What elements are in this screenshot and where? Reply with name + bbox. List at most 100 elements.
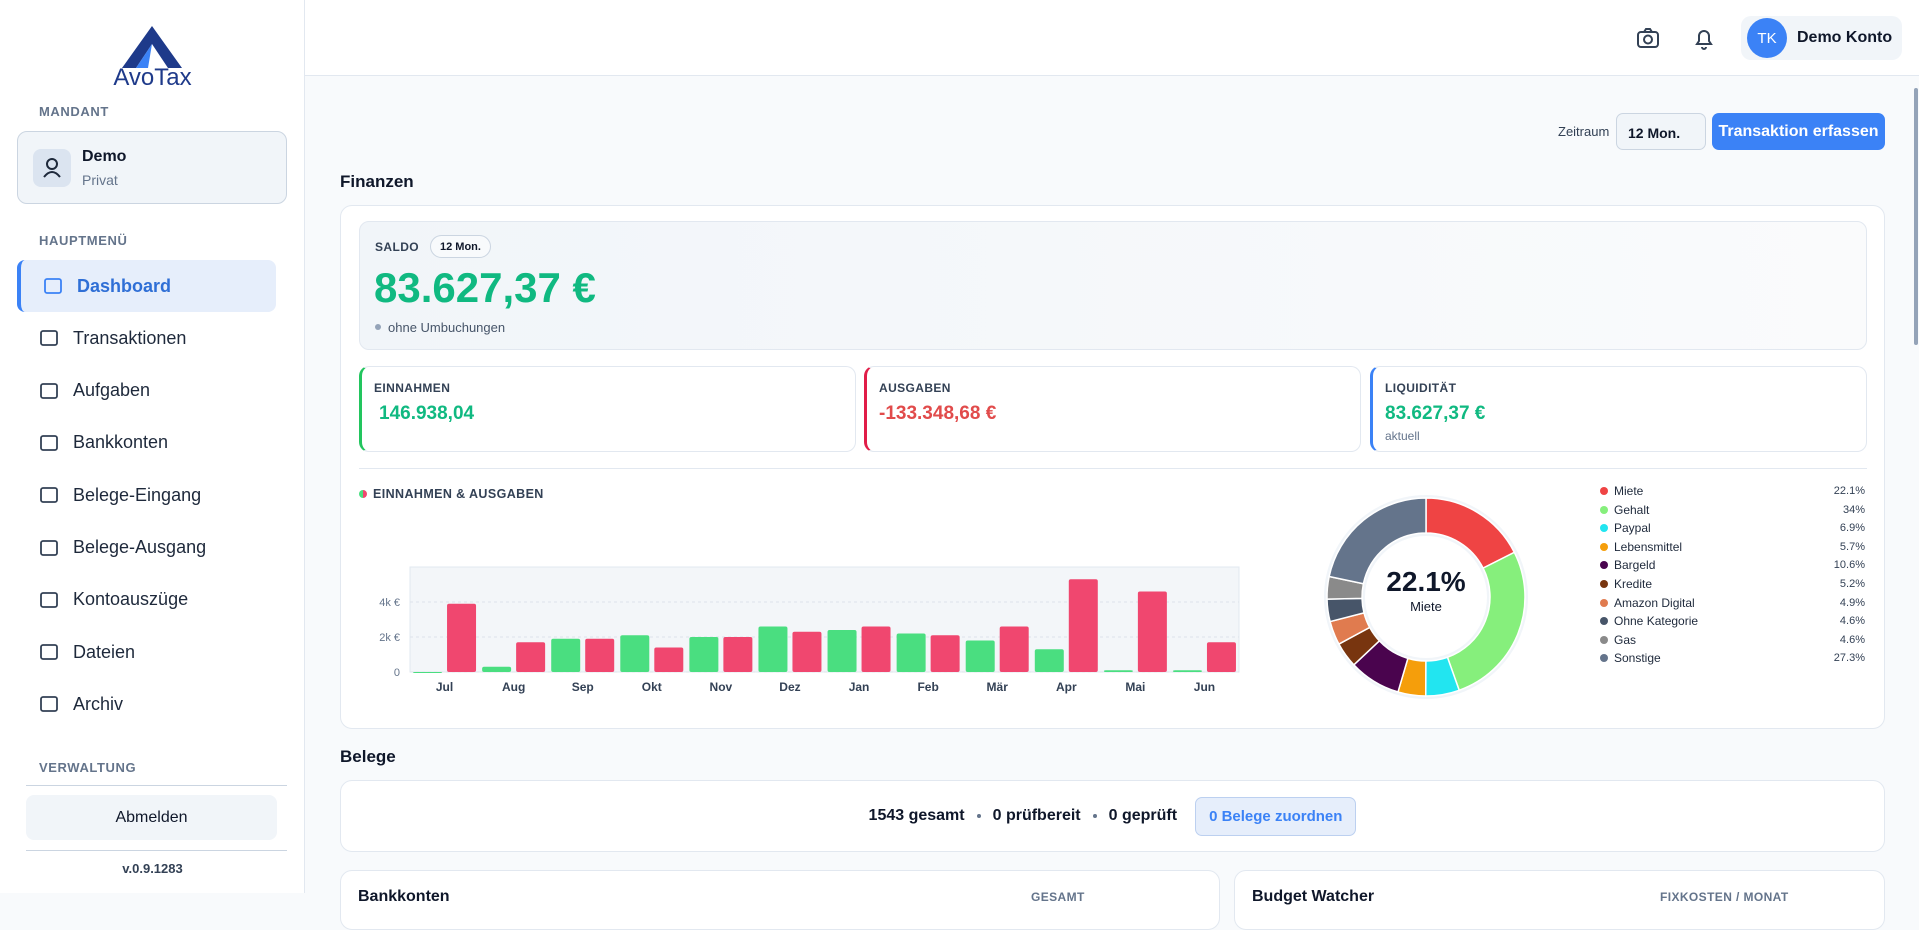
bar [654,647,684,672]
nav-item[interactable]: Archiv [17,678,276,730]
card-title: Budget Watcher [1252,888,1375,905]
bar [1206,642,1236,672]
y-tick-label: 0 [394,667,400,679]
saldo-value: 83.627,37 € [374,264,596,311]
saldo-box: SALDO 12 Mon. 83.627,37 € ohne Umbuchung… [359,221,1867,350]
kpi-label: AUSGABEN [879,381,951,395]
legend-value: 22.1% [1833,485,1865,497]
bank-card: Bankkonten GESAMT [340,870,1220,930]
stat: 0 geprüft [1108,807,1178,824]
period-select[interactable]: 12 Mon. [1616,113,1706,150]
bar [758,626,788,672]
nav-label: Dashboard [77,275,172,296]
bar [689,637,719,672]
legend-swatch [1600,598,1608,607]
nav-icon [40,644,58,660]
logo-icon [122,26,182,68]
scrollbar [1914,88,1918,345]
bar [551,638,581,672]
plot-area [409,566,1240,673]
nav-item[interactable]: Aufgaben [17,365,276,417]
logout-button[interactable]: Abmelden [26,795,277,840]
logo-text: AvoTax [113,64,192,91]
legend-value: 34% [1842,503,1865,516]
legend-item: Gehalt 34% [1600,501,1865,519]
bell-icon[interactable] [1692,26,1716,52]
bar [447,603,477,672]
legend-swatch [1600,542,1608,551]
x-tick-label: Okt [642,680,662,694]
legend-value: 4.6% [1839,615,1865,628]
nav-item[interactable]: Dateien [17,626,276,678]
legend-swatch [1600,654,1608,663]
kpi-card: EINNAHMEN 146.938,04 [359,366,856,452]
legend-swatch [1600,580,1608,588]
divider [359,468,1867,469]
donut-hole [1365,536,1487,658]
bar [827,630,857,672]
donut-center-value: 22.1% [1386,566,1465,597]
legend-swatch [1600,524,1608,533]
nav-icon [40,434,58,451]
mandant-name: Demo [82,148,127,165]
legend-swatch [1600,505,1608,514]
nav-item[interactable]: Dashboard [17,260,276,312]
nav-item[interactable]: Belege-Ausgang [17,522,276,574]
legend-label: Sonstige [1614,651,1661,666]
legend-value: 10.6% [1833,559,1865,572]
nav-item[interactable]: Transaktionen [17,312,276,364]
user-name: Demo Konto [1797,29,1893,46]
kpi-value: 146.938,04 [379,403,475,424]
user-avatar: TK [1747,18,1787,58]
nav-icon [40,696,58,713]
section-title: Belege [340,747,396,766]
x-tick-label: Dez [779,680,800,694]
card-label: GESAMT [1031,890,1085,904]
budget-card: Budget Watcher FIXKOSTEN / MONAT [1234,870,1885,930]
nav-icon [44,278,62,294]
stat: 1543 gesamt [868,807,965,824]
nav-icon [40,539,58,556]
saldo-label: SALDO [375,240,419,254]
legend-item: Gas 4.6% [1600,631,1865,649]
legend-item: Miete 22.1% [1600,482,1865,500]
nav-icon [40,382,58,399]
nav-item[interactable]: Belege-Eingang [17,469,276,521]
assign-button[interactable]: 0 Belege zuordnen [1195,796,1357,836]
version: v.0.9.1283 [122,861,183,876]
bar [999,626,1029,672]
donut-center-label: Miete [1410,599,1442,614]
x-tick-label: Mai [1125,680,1145,694]
section-label: HAUPTMENÜ [39,233,128,248]
nav-label: Kontoauszüge [73,589,189,610]
period-label: Zeitraum [1558,124,1610,139]
bar [585,638,615,672]
bar [1034,649,1064,672]
section-label: VERWALTUNG [39,760,137,775]
legend-item: Paypal 6.9% [1600,519,1865,537]
kpi-label: EINNAHMEN [374,381,451,395]
bar [1137,591,1167,672]
user-menu[interactable]: TK Demo Konto [1741,16,1902,60]
card-label: FIXKOSTEN / MONAT [1660,890,1789,904]
bar [930,635,960,672]
section-title: Finanzen [340,172,414,191]
nav-item[interactable]: Bankkonten [17,417,276,469]
add-transaction-button[interactable]: Transaktion erfassen [1712,113,1885,150]
sidebar: AvoTax MANDANT Demo Privat HAUPTMENÜ Das… [0,0,305,893]
camera-icon[interactable] [1636,26,1660,50]
saldo-note: ohne Umbuchungen [388,320,506,335]
legend-value: 4.6% [1839,633,1865,646]
y-tick-label: 2k € [379,632,400,644]
legend-label: Amazon Digital [1614,595,1695,610]
legend-value: 5.2% [1839,578,1865,590]
nav-item[interactable]: Kontoauszüge [17,574,276,626]
nav-label: Aufgaben [73,380,151,401]
legend-label: Kredite [1614,577,1653,591]
legend-swatch [1600,635,1608,644]
saldo-badge: 12 Mon. [430,235,491,258]
header: TK Demo Konto [305,0,1919,76]
mandant-card[interactable]: Demo Privat [17,131,287,204]
legend-swatch [1600,617,1608,626]
bar [620,635,650,672]
